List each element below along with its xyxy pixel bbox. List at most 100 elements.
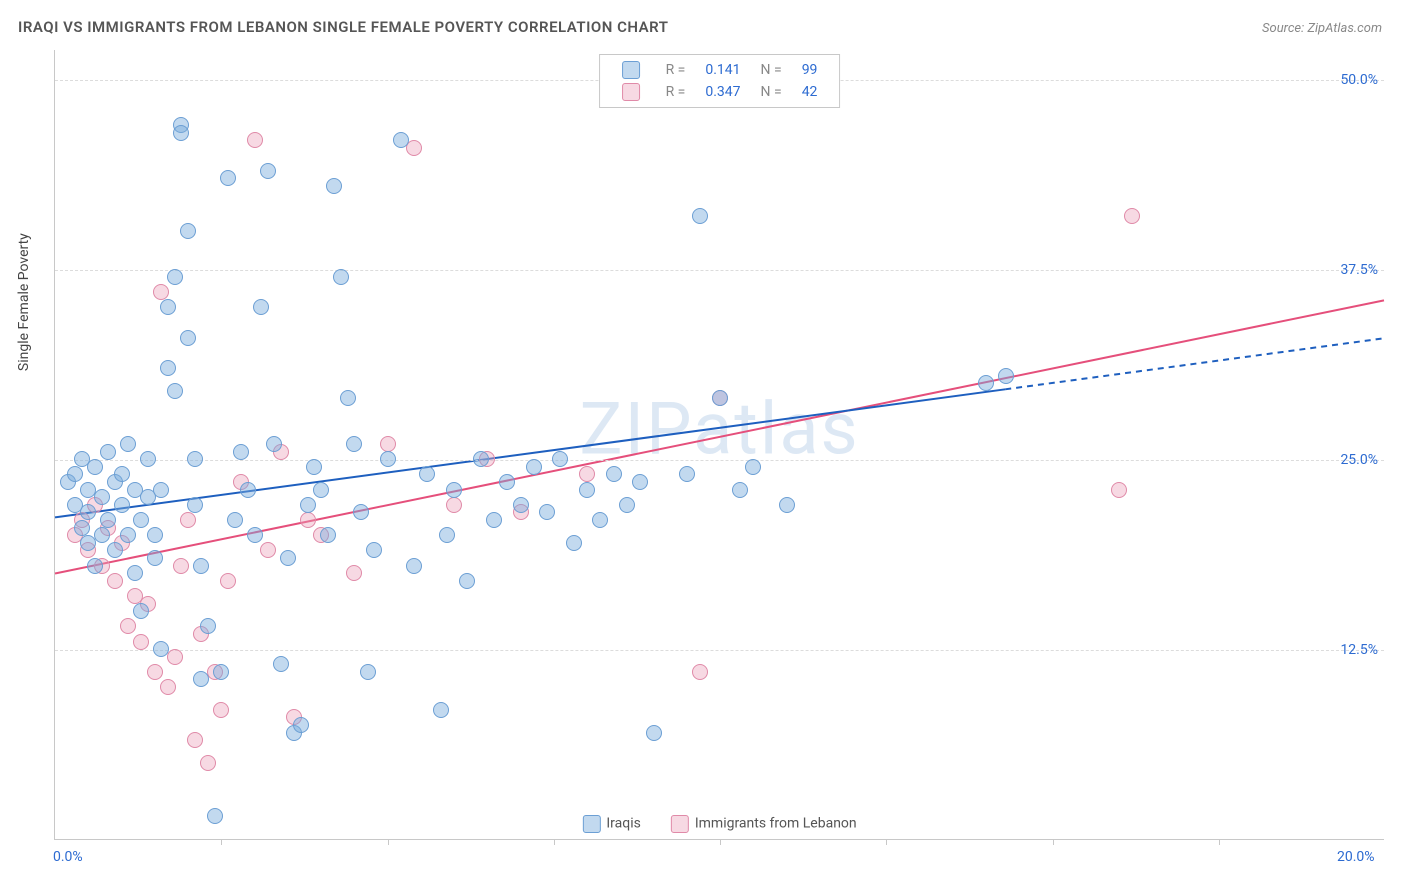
legend-label-iraqis: Iraqis <box>606 816 640 832</box>
data-point-iraqis <box>147 527 163 543</box>
data-point-iraqis <box>326 178 342 194</box>
data-point-lebanon <box>300 512 316 528</box>
data-point-iraqis <box>94 527 110 543</box>
data-point-iraqis <box>100 512 116 528</box>
data-point-iraqis <box>592 512 608 528</box>
data-point-iraqis <box>346 436 362 452</box>
data-point-iraqis <box>293 717 309 733</box>
data-point-iraqis <box>247 527 263 543</box>
data-point-iraqis <box>87 459 103 475</box>
data-point-iraqis <box>552 451 568 467</box>
data-point-iraqis <box>745 459 761 475</box>
data-point-iraqis <box>167 383 183 399</box>
y-tick-label: 50.0% <box>1340 72 1378 88</box>
data-point-lebanon <box>579 466 595 482</box>
data-point-iraqis <box>153 482 169 498</box>
data-point-iraqis <box>180 223 196 239</box>
x-tick-mark <box>886 839 887 845</box>
source-attribution: Source: ZipAtlas.com <box>1262 21 1382 36</box>
data-point-iraqis <box>187 451 203 467</box>
data-point-iraqis <box>499 474 515 490</box>
swatch-iraqis-icon <box>582 815 600 833</box>
swatch-lebanon <box>622 83 640 101</box>
data-point-iraqis <box>253 299 269 315</box>
y-tick-label: 25.0% <box>1340 452 1378 468</box>
data-point-iraqis <box>646 725 662 741</box>
data-point-lebanon <box>120 618 136 634</box>
data-point-iraqis <box>193 671 209 687</box>
data-point-iraqis <box>300 497 316 513</box>
data-point-lebanon <box>260 542 276 558</box>
data-point-iraqis <box>127 565 143 581</box>
data-point-iraqis <box>120 527 136 543</box>
x-tick-mark <box>1219 839 1220 845</box>
data-point-lebanon <box>247 132 263 148</box>
data-point-iraqis <box>679 466 695 482</box>
x-tick-mark <box>388 839 389 845</box>
data-point-lebanon <box>692 664 708 680</box>
swatch-lebanon-icon <box>671 815 689 833</box>
x-tick-mark <box>1053 839 1054 845</box>
data-point-iraqis <box>340 390 356 406</box>
data-point-lebanon <box>446 497 462 513</box>
r-label: R = <box>666 84 686 100</box>
r-value-lebanon: 0.347 <box>705 84 740 100</box>
n-label: N = <box>761 84 782 100</box>
data-point-iraqis <box>419 466 435 482</box>
data-point-iraqis <box>207 808 223 824</box>
legend-item-lebanon: Immigrants from Lebanon <box>671 815 857 833</box>
data-point-iraqis <box>227 512 243 528</box>
legend-label-lebanon: Immigrants from Lebanon <box>695 816 857 832</box>
data-point-iraqis <box>147 550 163 566</box>
scatter-chart: ZIPatlas R = 0.141 N = 99 R = 0.347 N = … <box>54 50 1384 840</box>
trend-lines <box>55 50 1384 839</box>
data-point-iraqis <box>260 163 276 179</box>
r-value-iraqis: 0.141 <box>705 62 740 78</box>
data-point-iraqis <box>160 360 176 376</box>
data-point-lebanon <box>180 512 196 528</box>
data-point-lebanon <box>220 573 236 589</box>
data-point-lebanon <box>346 565 362 581</box>
data-point-iraqis <box>320 527 336 543</box>
data-point-iraqis <box>107 542 123 558</box>
gridline <box>55 650 1384 651</box>
data-point-iraqis <box>619 497 635 513</box>
data-point-iraqis <box>273 656 289 672</box>
data-point-iraqis <box>333 269 349 285</box>
data-point-iraqis <box>579 482 595 498</box>
data-point-iraqis <box>353 504 369 520</box>
n-label: N = <box>761 62 782 78</box>
r-label: R = <box>666 62 686 78</box>
data-point-iraqis <box>74 520 90 536</box>
data-point-iraqis <box>167 269 183 285</box>
data-point-iraqis <box>266 436 282 452</box>
swatch-iraqis <box>622 61 640 79</box>
data-point-iraqis <box>692 208 708 224</box>
legend-row-iraqis: R = 0.141 N = 99 <box>612 59 828 81</box>
x-tick-mark <box>554 839 555 845</box>
data-point-iraqis <box>473 451 489 467</box>
source-name: ZipAtlas.com <box>1307 21 1382 36</box>
data-point-lebanon <box>187 732 203 748</box>
data-point-iraqis <box>406 558 422 574</box>
data-point-iraqis <box>187 497 203 513</box>
data-point-iraqis <box>100 444 116 460</box>
data-point-iraqis <box>80 504 96 520</box>
data-point-lebanon <box>200 755 216 771</box>
data-point-iraqis <box>360 664 376 680</box>
data-point-iraqis <box>114 466 130 482</box>
chart-title: IRAQI VS IMMIGRANTS FROM LEBANON SINGLE … <box>18 18 668 36</box>
data-point-iraqis <box>439 527 455 543</box>
data-point-iraqis <box>526 459 542 475</box>
data-point-iraqis <box>978 375 994 391</box>
data-point-iraqis <box>213 664 229 680</box>
data-point-iraqis <box>712 390 728 406</box>
data-point-lebanon <box>153 284 169 300</box>
data-point-iraqis <box>998 368 1014 384</box>
data-point-lebanon <box>380 436 396 452</box>
data-point-iraqis <box>513 497 529 513</box>
data-point-iraqis <box>114 497 130 513</box>
data-point-iraqis <box>233 444 249 460</box>
data-point-iraqis <box>133 603 149 619</box>
data-point-lebanon <box>1111 482 1127 498</box>
